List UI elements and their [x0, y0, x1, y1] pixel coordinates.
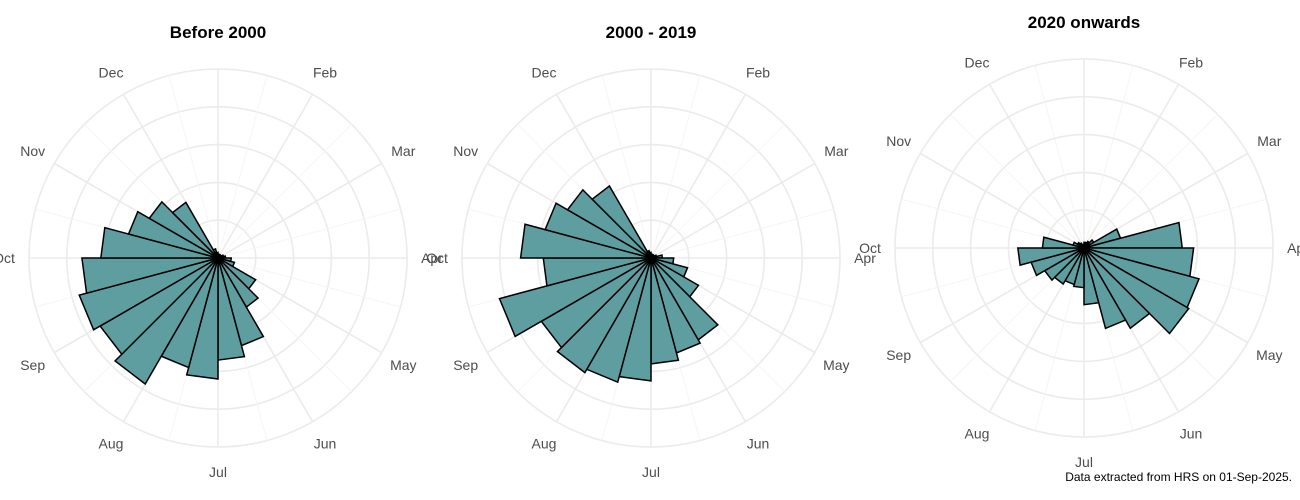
month-label-oct: Oct	[859, 240, 881, 256]
chart-title: 2000 - 2019	[606, 23, 697, 42]
grid-spoke-minor	[650, 75, 701, 259]
month-label-jul: Jul	[209, 464, 227, 480]
month-label-may: May	[823, 357, 849, 373]
month-label-apr: Apr	[421, 250, 443, 266]
month-label-mar: Mar	[391, 143, 415, 159]
grid-spoke-minor	[601, 75, 652, 259]
month-label-sep: Sep	[886, 347, 911, 363]
month-label-dec: Dec	[532, 65, 557, 81]
month-label-mar: Mar	[824, 143, 848, 159]
month-label-oct: Oct	[426, 250, 448, 266]
grid-spoke-minor	[168, 75, 219, 259]
grid-spoke-minor	[217, 208, 401, 259]
month-label-aug: Aug	[99, 435, 124, 451]
month-label-sep: Sep	[20, 357, 45, 373]
month-label-jul: Jul	[642, 464, 660, 480]
bar-series	[1016, 221, 1201, 335]
chart-title: 2020 onwards	[1028, 13, 1140, 32]
grid-spoke-minor	[1083, 65, 1134, 249]
bar-dec-2	[1082, 243, 1085, 249]
grid-spoke-minor	[950, 114, 1085, 249]
month-label-apr: Apr	[854, 250, 876, 266]
month-label-feb: Feb	[1179, 55, 1203, 71]
month-label-jul: Jul	[1075, 454, 1093, 470]
grid-spoke-minor	[217, 257, 401, 308]
grid-spoke-minor	[217, 124, 352, 259]
bar-nov-2	[171, 201, 219, 259]
month-label-sep: Sep	[453, 357, 478, 373]
month-label-jun: Jun	[747, 435, 770, 451]
month-label-may: May	[390, 357, 416, 373]
bar-series	[498, 184, 719, 384]
month-label-mar: Mar	[1257, 133, 1281, 149]
month-label-aug: Aug	[965, 425, 990, 441]
month-label-feb: Feb	[313, 65, 337, 81]
bar-nov-2	[591, 184, 652, 259]
grid-spoke	[217, 93, 314, 259]
month-label-jun: Jun	[1180, 425, 1203, 441]
chart-panel-before-2000: Feb Mar Apr May Jun Jul Aug Sep Oct Nov Dec Before …	[0, 23, 443, 480]
grid-spoke	[650, 93, 747, 259]
data-source-caption: Data extracted from HRS on 01-Sep-2025.	[1065, 470, 1292, 484]
grid-spoke-minor	[1083, 114, 1218, 249]
grid-spoke-minor	[650, 208, 834, 259]
grid-spoke	[650, 162, 816, 259]
month-label-nov: Nov	[453, 143, 478, 159]
grid-spoke	[217, 162, 383, 259]
grid-spoke-minor	[1034, 65, 1085, 249]
month-label-aug: Aug	[532, 435, 557, 451]
month-label-jun: Jun	[314, 435, 337, 451]
chart-panel-2000-2019: Feb Mar Apr May Jun Jul Aug Sep Oct Nov Dec 2000 - …	[426, 23, 876, 480]
grid-spoke	[1083, 83, 1180, 249]
grid-spoke	[988, 83, 1085, 249]
month-label-feb: Feb	[746, 65, 770, 81]
chart-panel-2020-onwards: Feb Mar Apr May Jun Jul Aug Sep Oct Nov Dec 2020 on…	[859, 13, 1300, 470]
month-label-dec: Dec	[99, 65, 124, 81]
month-label-apr: Apr	[1287, 240, 1300, 256]
month-label-oct: Oct	[0, 250, 15, 266]
chart-title: Before 2000	[170, 23, 266, 42]
bar-dec-2	[215, 251, 219, 259]
grid-spoke-minor	[650, 124, 785, 259]
month-label-nov: Nov	[886, 133, 911, 149]
month-label-may: May	[1256, 347, 1282, 363]
bar-mar-2	[1083, 221, 1184, 249]
bar-dec-2	[648, 251, 652, 259]
month-label-nov: Nov	[20, 143, 45, 159]
month-label-dec: Dec	[965, 55, 990, 71]
grid-spoke-minor	[217, 75, 268, 259]
grid-spoke	[919, 152, 1085, 249]
bar-series	[78, 200, 265, 386]
